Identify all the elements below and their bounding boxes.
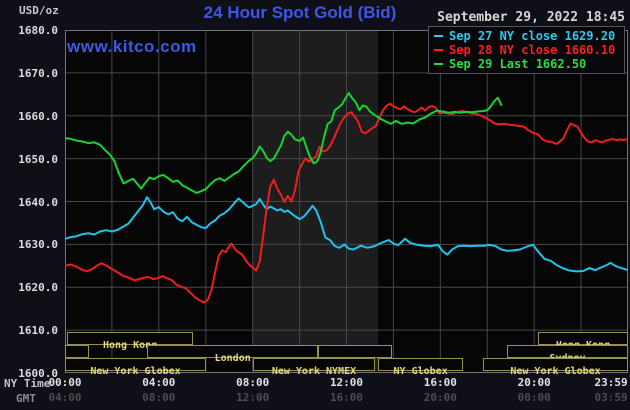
legend-label: Sep 28 NY close 1660.10 xyxy=(449,43,616,57)
y-axis-tick: 1630.0 xyxy=(18,238,58,252)
x-tick-gmt: 00:00 xyxy=(517,391,551,404)
chart-title: 24 Hour Spot Gold (Bid) xyxy=(203,3,397,22)
legend-item: Sep 28 NY close 1660.10 xyxy=(434,43,619,57)
y-axis-tick: 1600.0 xyxy=(18,367,58,380)
y-axis-tick: 1660.0 xyxy=(18,109,58,123)
y-axis-tick: 1670.0 xyxy=(18,66,58,80)
legend-item: Sep 27 NY close 1629.20 xyxy=(434,29,619,43)
ny-time-axis-label: NY Time xyxy=(4,377,51,390)
x-tick-ny: 08:00 xyxy=(236,376,270,389)
y-axis-tick: 1620.0 xyxy=(18,281,58,295)
x-tick-gmt: 20:00 xyxy=(423,391,457,404)
y-axis: 1680.0 1670.0 1660.0 1650.0 1640.0 1630.0 1620… xyxy=(0,24,60,380)
legend-label: Sep 29 Last 1662.50 xyxy=(449,57,587,71)
legend-label: Sep 27 NY close 1629.20 xyxy=(449,29,616,43)
chart-datetime: September 29, 2022 18:45 xyxy=(437,10,625,25)
x-tick-gmt: 04:00 xyxy=(48,391,82,404)
legend: Sep 27 NY close 1629.20 Sep 28 NY close 1… xyxy=(428,26,625,74)
legend-swatch xyxy=(434,49,443,51)
x-tick-gmt: 08:00 xyxy=(142,391,176,404)
x-tick-gmt: 03:59 xyxy=(594,391,628,404)
series-line-sep-28 xyxy=(64,102,629,304)
y-axis-tick: 1610.0 xyxy=(18,324,58,338)
x-tick-gmt: 16:00 xyxy=(329,391,364,404)
x-tick-ny: 20:00 xyxy=(517,376,551,389)
plot-area xyxy=(64,30,629,373)
x-tick-ny: 00:00 xyxy=(48,376,82,389)
x-tick-ny: 16:00 xyxy=(423,376,457,389)
x-tick-ny: 12:00 xyxy=(329,376,364,389)
kitco-watermark-link[interactable]: www.kitco.com xyxy=(67,37,197,56)
legend-item: Sep 29 Last 1662.50 xyxy=(434,57,619,71)
legend-swatch xyxy=(434,35,443,37)
gmt-axis-label: GMT xyxy=(16,392,36,405)
price-chart xyxy=(64,30,629,373)
y-axis-tick: 1680.0 xyxy=(18,24,58,37)
x-axis-gmt: 04:00 08:00 12:00 16:00 20:00 00:00 03:59 xyxy=(48,391,628,404)
legend-swatch xyxy=(434,63,443,65)
y-axis-tick: 1640.0 xyxy=(18,195,58,209)
x-tick-ny: 04:00 xyxy=(142,376,176,389)
y-axis-tick: 1650.0 xyxy=(18,152,58,166)
unit-label: USD/oz xyxy=(19,4,59,17)
x-tick-gmt: 12:00 xyxy=(236,391,270,404)
x-axis-ny: 00:00 04:00 08:00 12:00 16:00 20:00 23:59 xyxy=(48,376,628,389)
series-line-sep-27 xyxy=(64,196,629,273)
plot-border xyxy=(65,30,628,373)
x-tick-ny: 23:59 xyxy=(594,376,628,389)
series-line-sep-29 xyxy=(64,92,503,194)
